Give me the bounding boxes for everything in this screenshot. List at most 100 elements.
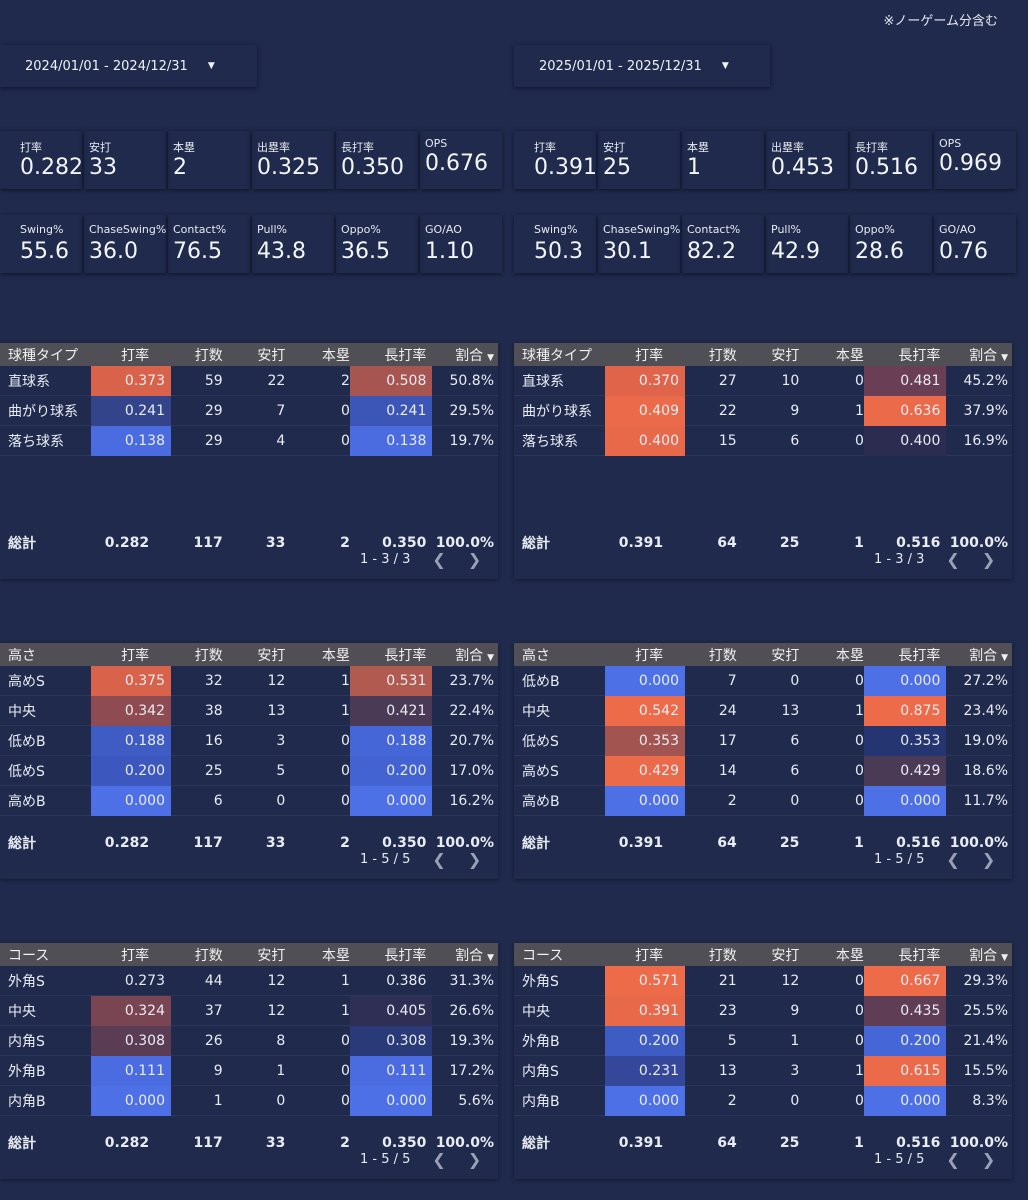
chevron-left-icon[interactable]: ❮: [946, 1150, 960, 1169]
header-ab[interactable]: 打数: [171, 345, 223, 365]
header-hr[interactable]: 本塁: [285, 645, 350, 665]
cell-h: 6: [790, 732, 800, 749]
header-label: 打率: [121, 947, 150, 964]
kpi-row-1: 打率 0.391 安打 25 本塁 1 出塁率 0.453 長打率 0.516 OPS 0.969: [514, 131, 1016, 189]
cell-pct: 5.6%: [458, 1092, 494, 1109]
chevron-right-icon[interactable]: ❯: [467, 1150, 482, 1169]
header-pct[interactable]: 割合 ▼: [946, 945, 1012, 965]
header-avg[interactable]: 打率: [91, 945, 171, 965]
header-category[interactable]: 高さ: [522, 647, 550, 664]
header-category[interactable]: コース: [522, 947, 564, 964]
total-row: 総計 0.282 117 33 2 0.350 100.0%: [0, 528, 498, 558]
heat-cell-avg: 0.000: [605, 665, 685, 696]
chevron-left-icon[interactable]: ❮: [432, 850, 446, 869]
panel-right: 2025/01/01 - 2025/12/31 ▼ 打率 0.391 安打 25 本塁 1 出塁…: [514, 0, 1026, 1200]
header-avg[interactable]: 打率: [605, 645, 685, 665]
header-category[interactable]: 球種タイプ: [522, 347, 592, 364]
header-hr[interactable]: 本塁: [799, 345, 864, 365]
chevron-left-icon[interactable]: ❮: [946, 850, 960, 869]
header-pct[interactable]: 割合 ▼: [432, 945, 498, 965]
chevron-right-icon[interactable]: ❯: [981, 1150, 996, 1169]
chevron-left-icon[interactable]: ❮: [946, 550, 960, 569]
cell-slg: 0.200: [349, 755, 433, 786]
header-hr[interactable]: 本塁: [799, 645, 864, 665]
chevron-right-icon[interactable]: ❯: [981, 550, 996, 569]
date-range-dropdown[interactable]: 2025/01/01 - 2025/12/31 ▼: [514, 45, 770, 87]
header-slg[interactable]: 長打率: [864, 945, 947, 965]
header-h[interactable]: 安打: [737, 945, 799, 965]
header-category[interactable]: 高さ: [8, 647, 36, 664]
heat-cell-avg: 0.342: [91, 695, 171, 726]
cell-slg: 0.241: [349, 395, 433, 426]
cell-h: 3: [790, 1062, 800, 1079]
chevron-right-icon[interactable]: ❯: [981, 850, 996, 869]
chevron-right-icon[interactable]: ❯: [467, 850, 482, 869]
header-h[interactable]: 安打: [223, 945, 285, 965]
total-h: 33: [265, 1135, 286, 1151]
kpi-value: 0.325: [257, 155, 320, 180]
cell-hr: 0: [340, 762, 350, 779]
header-ab[interactable]: 打数: [171, 945, 223, 965]
header-hr[interactable]: 本塁: [285, 945, 350, 965]
kpi-value: 25: [603, 155, 631, 180]
header-slg[interactable]: 長打率: [864, 345, 947, 365]
total-label: 総計: [522, 836, 550, 852]
kpi-value: 1.10: [425, 239, 474, 264]
header-pct[interactable]: 割合 ▼: [946, 345, 1012, 365]
pagination-label: 1 - 5 / 5: [360, 1152, 411, 1167]
total-slg: 0.516: [896, 535, 941, 551]
date-range-label: 2024/01/01 - 2024/12/31: [25, 58, 188, 74]
total-hr: 2: [340, 1135, 350, 1151]
kpi-card: Pull% 43.8: [252, 215, 334, 273]
header-category[interactable]: 球種タイプ: [8, 347, 78, 364]
heat-cell-avg: 0.375: [91, 665, 171, 696]
header-label: 割合: [455, 647, 484, 664]
chevron-left-icon[interactable]: ❮: [432, 1150, 446, 1169]
header-h[interactable]: 安打: [737, 645, 799, 665]
kpi-value: 0.350: [341, 155, 404, 180]
total-slg: 0.516: [896, 835, 941, 851]
chevron-left-icon[interactable]: ❮: [432, 550, 446, 569]
caret-down-icon: ▼: [721, 61, 729, 71]
header-avg[interactable]: 打率: [605, 345, 685, 365]
header-ab[interactable]: 打数: [685, 645, 737, 665]
heat-cell-avg: 0.391: [605, 995, 685, 1026]
kpi-label: Contact%: [687, 223, 741, 236]
header-pct[interactable]: 割合 ▼: [432, 645, 498, 665]
header-label: 打数: [194, 347, 223, 364]
kpi-card: 安打 33: [84, 131, 166, 189]
header-ab[interactable]: 打数: [685, 345, 737, 365]
kpi-label: 出塁率: [257, 141, 290, 154]
header-pct[interactable]: 割合 ▼: [946, 645, 1012, 665]
breakdown-table: コース 打率 打数 安打 本塁 長打率 割合 ▼ 外角S 0.273 44 12 1 0.386 31.3%…: [0, 943, 498, 1152]
cell-ab: 13: [718, 1062, 737, 1079]
header-slg[interactable]: 長打率: [350, 645, 433, 665]
header-ab[interactable]: 打数: [685, 945, 737, 965]
header-slg[interactable]: 長打率: [864, 645, 947, 665]
kpi-card: 長打率 0.516: [850, 131, 932, 189]
header-hr[interactable]: 本塁: [799, 945, 864, 965]
heat-cell-avg: 0.400: [605, 425, 685, 456]
header-category[interactable]: コース: [8, 947, 50, 964]
chevron-right-icon[interactable]: ❯: [467, 550, 482, 569]
row-category: 高めS: [522, 763, 559, 780]
header-hr[interactable]: 本塁: [285, 345, 350, 365]
header-avg[interactable]: 打率: [605, 945, 685, 965]
heat-cell-slg: 0.000: [349, 1085, 433, 1116]
header-h[interactable]: 安打: [223, 345, 285, 365]
header-pct[interactable]: 割合 ▼: [432, 345, 498, 365]
cell-ab: 37: [204, 1002, 223, 1019]
heat-cell-slg: 0.429: [863, 755, 947, 786]
header-avg[interactable]: 打率: [91, 645, 171, 665]
header-slg[interactable]: 長打率: [350, 345, 433, 365]
date-range-dropdown[interactable]: 2024/01/01 - 2024/12/31 ▼: [0, 45, 257, 87]
heat-cell-slg: 0.636: [863, 395, 947, 426]
pagination-label: 1 - 3 / 3: [874, 552, 925, 567]
header-avg[interactable]: 打率: [91, 345, 171, 365]
header-h[interactable]: 安打: [223, 645, 285, 665]
header-h[interactable]: 安打: [737, 345, 799, 365]
heat-cell-slg: 0.111: [349, 1055, 433, 1086]
header-slg[interactable]: 長打率: [350, 945, 433, 965]
kpi-value: 0.453: [771, 155, 834, 180]
header-ab[interactable]: 打数: [171, 645, 223, 665]
